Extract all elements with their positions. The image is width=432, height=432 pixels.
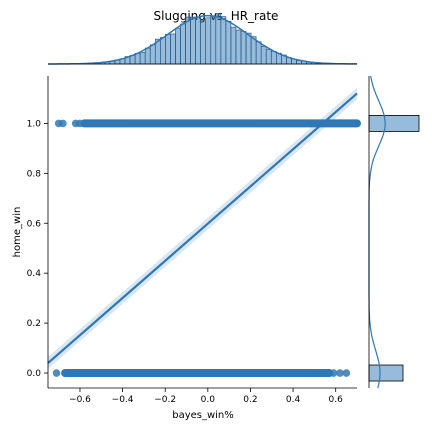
marginal-x-bar (134, 53, 141, 65)
marginal-x-bar (215, 13, 222, 65)
scatter-point (351, 119, 359, 128)
marginal-x-bar (240, 31, 247, 65)
marginal-y-bar (368, 115, 420, 132)
x-tick-label: −0.4 (112, 395, 134, 405)
x-tick-label: −0.6 (69, 395, 91, 405)
marginal-x-bar (175, 27, 181, 65)
x-tick-label: 0.0 (201, 395, 216, 405)
marginal-x-bar (210, 15, 217, 65)
marginal-x-bar (245, 32, 252, 65)
marginal-x-bar (149, 44, 156, 65)
marginal-x-bar (139, 51, 146, 65)
marginal-x-bar (255, 41, 262, 65)
marginal-y-histogram (368, 75, 420, 389)
scatter-dense-points (80, 119, 361, 128)
main-plot-area: −0.6 −0.4 −0.2 0.0 0.2 0.4 0.6 0.0 0.2 0.4 0.6 0.8 1… (27, 76, 361, 405)
marginal-y-bar (368, 364, 404, 382)
marginal-x-bar (180, 23, 186, 65)
marginal-x-kde (48, 14, 357, 65)
regression-line (47, 92, 358, 364)
x-tick-label: 0.6 (329, 395, 344, 405)
marginal-x-bar (160, 37, 166, 65)
marginal-x-bar (260, 45, 267, 65)
x-tick-label: −0.2 (154, 395, 176, 405)
scatter-dense-points (61, 369, 334, 378)
scatter-point (52, 369, 61, 377)
marginal-x-bar (144, 47, 151, 65)
marginal-x-bar (205, 17, 212, 65)
marginal-x-bar (270, 50, 277, 65)
marginal-x-bar (170, 33, 176, 65)
scatter-point (342, 369, 351, 377)
y-tick-label: 0.0 (27, 369, 42, 379)
marginal-x-bar (185, 16, 191, 65)
marginal-x-bar (190, 16, 196, 65)
marginal-x-bar (195, 16, 201, 65)
marginal-x-bar (225, 20, 232, 65)
y-axis-label: home_win (12, 207, 23, 258)
y-tick-label: 0.8 (27, 169, 42, 179)
x-tick-label: 0.2 (243, 395, 257, 405)
x-axis-label: bayes_win% (172, 410, 234, 421)
y-tick-label: 1.0 (27, 119, 42, 129)
scatter-band-home-win-0 (52, 369, 351, 378)
scatter-point (336, 369, 344, 377)
y-tick-label: 0.4 (27, 269, 42, 279)
y-tick-label: 0.6 (27, 219, 42, 229)
marginal-x-bar (220, 16, 227, 65)
marginal-x-histogram (48, 13, 358, 65)
scatter-band-home-win-1 (54, 119, 361, 128)
scatter-point (76, 119, 84, 128)
marginal-x-bar (265, 49, 272, 65)
scatter-point (344, 119, 353, 128)
x-tick-label: 0.4 (286, 395, 301, 405)
marginal-x-bar (230, 26, 237, 65)
marginal-x-bar (200, 19, 206, 65)
marginal-x-bar (250, 36, 257, 65)
y-tick-label: 0.2 (27, 319, 41, 329)
scatter-point (329, 369, 338, 377)
scatter-point (59, 119, 67, 128)
marginal-x-bar (235, 29, 242, 65)
marginal-x-bar (165, 34, 171, 65)
